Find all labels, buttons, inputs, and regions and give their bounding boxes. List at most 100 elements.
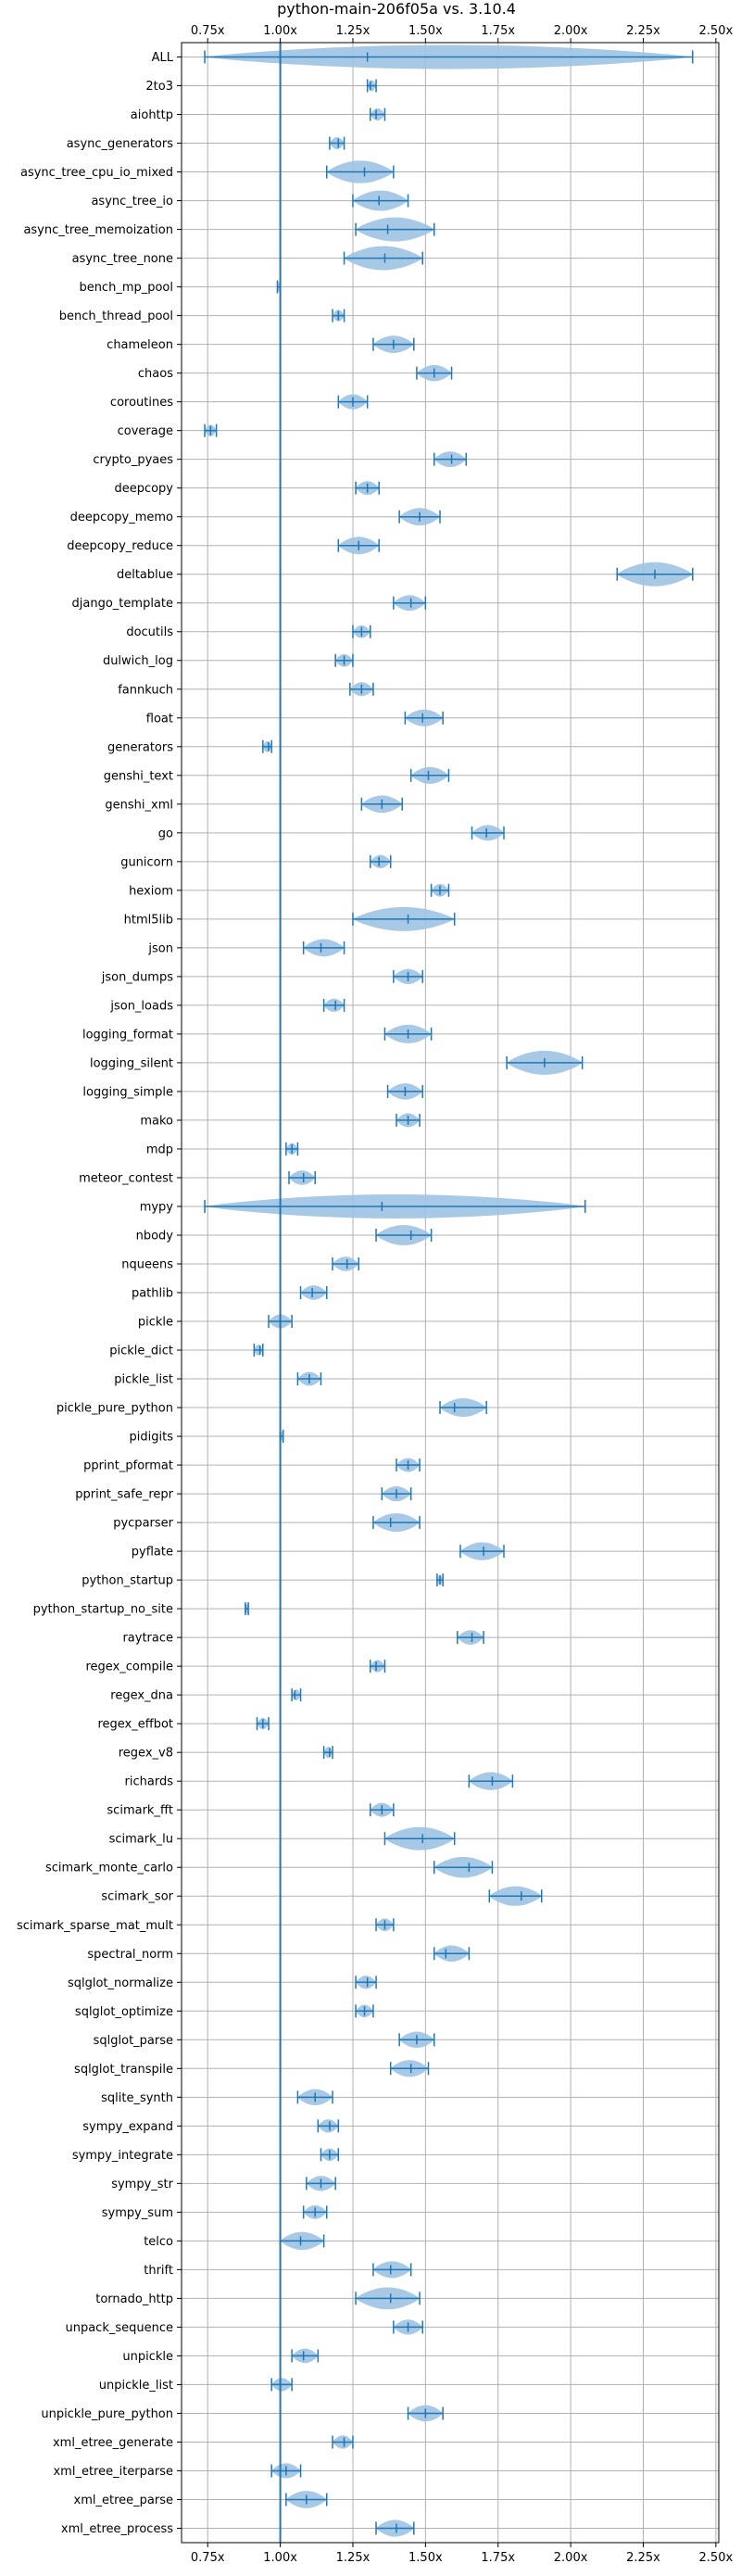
category-label: pickle_pure_python: [57, 1402, 173, 1416]
category-label: logging_simple: [82, 1085, 173, 1099]
category-label: aiohttp: [131, 108, 173, 122]
category-label: json_dumps: [101, 970, 173, 984]
category-label: ALL: [152, 51, 174, 65]
category-label: deepcopy: [114, 482, 173, 496]
category-label: pickle_dict: [109, 1345, 173, 1358]
category-label: async_generators: [67, 137, 174, 151]
category-label: docutils: [126, 625, 173, 639]
category-label: pidigits: [130, 1431, 174, 1445]
x-tick-label-top: 1.75x: [481, 24, 515, 38]
category-label: thrift: [144, 2264, 173, 2278]
category-label: crypto_pyaes: [93, 453, 173, 467]
category-label: xml_etree_iterparse: [53, 2465, 173, 2479]
category-label: async_tree_memoization: [23, 223, 173, 237]
category-label: mypy: [140, 1200, 174, 1214]
x-tick-label-top: 2.50x: [699, 24, 734, 38]
category-label: regex_dna: [110, 1689, 173, 1703]
category-label: coverage: [118, 424, 173, 438]
category-label: spectral_norm: [87, 1948, 173, 1962]
category-label: regex_effbot: [97, 1718, 173, 1732]
grid-layer: [182, 43, 719, 2543]
category-label: async_tree_io: [91, 195, 173, 208]
axes-layer: 0.75x 0.75x 1.00x 1.00x 1.25x 1.25x 1.50x 1.50x…: [177, 24, 733, 2565]
x-tick-label-bottom: 2.00x: [554, 2551, 588, 2565]
category-label: sympy_str: [111, 2178, 173, 2191]
category-label: scimark_sparse_mat_mult: [17, 1919, 173, 1933]
category-label: deltablue: [117, 568, 173, 582]
category-label: json: [147, 941, 173, 955]
category-label: unpickle: [122, 2350, 173, 2364]
category-label: deepcopy_reduce: [67, 539, 173, 553]
category-label: pyflate: [132, 1546, 173, 1559]
x-tick-label-bottom: 2.50x: [699, 2551, 734, 2565]
x-tick-label-top: 1.25x: [336, 24, 370, 38]
category-label: mdp: [146, 1143, 173, 1156]
x-tick-label-top: 2.00x: [554, 24, 588, 38]
category-label: genshi_text: [104, 769, 173, 783]
x-tick-label-bottom: 1.00x: [263, 2551, 297, 2565]
category-label: sympy_integrate: [72, 2149, 173, 2163]
x-tick-label-bottom: 1.50x: [408, 2551, 443, 2565]
chart-title: python-main-206f05a vs. 3.10.4: [277, 0, 516, 18]
category-labels: ALL 2to3 aiohttp async_generators async_tree…: [17, 51, 174, 2536]
category-label: json_loads: [109, 999, 173, 1013]
category-label: regex_v8: [119, 1747, 173, 1761]
category-label: hexiom: [129, 884, 173, 898]
category-label: 2to3: [145, 80, 173, 94]
category-label: logging_format: [82, 1028, 173, 1042]
category-label: chameleon: [107, 338, 173, 352]
category-label: pycparser: [113, 1517, 173, 1531]
x-tick-label-bottom: 0.75x: [191, 2551, 225, 2565]
category-label: xml_etree_process: [61, 2522, 173, 2536]
category-label: django_template: [72, 597, 173, 611]
category-label: sympy_sum: [102, 2206, 173, 2220]
category-label: sympy_expand: [82, 2120, 173, 2134]
category-label: scimark_monte_carlo: [45, 1862, 173, 1875]
category-label: async_tree_cpu_io_mixed: [20, 166, 173, 180]
category-label: richards: [125, 1775, 174, 1789]
category-label: chaos: [138, 367, 173, 381]
category-label: unpickle_list: [99, 2379, 173, 2393]
category-label: sqlglot_optimize: [75, 2005, 173, 2019]
category-label: telco: [144, 2235, 173, 2249]
category-label: nqueens: [121, 1257, 173, 1271]
plot-frame: [181, 42, 720, 2544]
category-label: unpack_sequence: [65, 2321, 173, 2335]
category-label: scimark_lu: [109, 1833, 173, 1847]
x-tick-label-bottom: 1.25x: [336, 2551, 370, 2565]
x-tick-label-bottom: 2.25x: [626, 2551, 660, 2565]
category-label: scimark_fft: [107, 1804, 173, 1818]
category-label: sqlglot_normalize: [68, 1976, 173, 1990]
category-label: async_tree_none: [72, 252, 173, 266]
category-label: nbody: [136, 1229, 174, 1243]
category-label: generators: [107, 740, 173, 754]
x-tick-label-top: 1.50x: [408, 24, 443, 38]
category-label: pathlib: [132, 1287, 173, 1301]
category-label: xml_etree_generate: [53, 2436, 173, 2450]
category-label: deepcopy_memo: [70, 511, 173, 524]
category-label: pickle_list: [114, 1373, 173, 1387]
category-label: mako: [140, 1114, 173, 1128]
category-label: gunicorn: [120, 855, 173, 869]
category-label: genshi_xml: [105, 798, 173, 812]
category-label: sqlglot_transpile: [74, 2063, 173, 2077]
category-label: float: [146, 712, 173, 726]
violin-layer: [204, 44, 694, 2537]
category-label: sqlglot_parse: [94, 2034, 173, 2048]
category-label: html5lib: [124, 913, 173, 927]
category-label: scimark_sor: [101, 1890, 173, 1904]
x-tick-label-top: 1.00x: [263, 24, 297, 38]
category-label: tornado_http: [95, 2292, 173, 2306]
category-label: bench_mp_pool: [79, 281, 173, 295]
category-label: python_startup: [82, 1574, 173, 1588]
x-tick-label-top: 2.25x: [626, 24, 660, 38]
category-label: go: [158, 827, 173, 840]
category-label: coroutines: [110, 396, 173, 410]
category-label: sqlite_synth: [101, 2091, 173, 2105]
category-label: meteor_contest: [79, 1171, 173, 1185]
category-label: pprint_safe_repr: [75, 1488, 173, 1502]
x-tick-label-top: 0.75x: [191, 24, 225, 38]
x-tick-label-bottom: 1.75x: [481, 2551, 515, 2565]
category-label: logging_silent: [90, 1056, 173, 1070]
category-label: raytrace: [122, 1632, 173, 1646]
